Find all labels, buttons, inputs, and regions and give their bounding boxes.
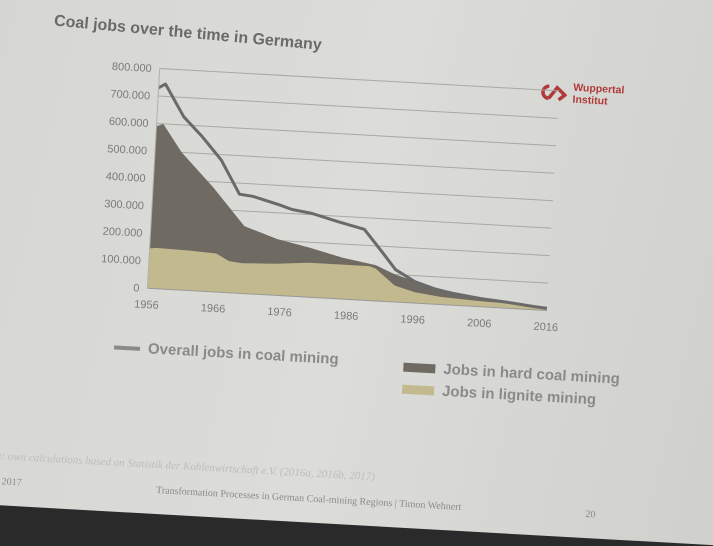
y-tick-label: 700.000: [110, 88, 150, 102]
coal-jobs-chart: 0 100.000 200.000 300.000 400.000 500.000 600.…: [101, 61, 560, 334]
wuppertal-institut-logo: Wuppertal Institut: [536, 80, 625, 109]
footer-date: uly 2017: [0, 476, 22, 489]
y-tick-label: 100.000: [101, 253, 141, 267]
area-lignite: [147, 247, 547, 311]
y-tick-label: 500.000: [107, 143, 147, 157]
legend-swatch-lignite: [401, 384, 435, 396]
x-tick-label: 1966: [200, 302, 225, 315]
x-axis: [147, 287, 547, 312]
gridline: [159, 68, 560, 92]
line-overall: [157, 82, 548, 310]
x-tick-label: 1996: [400, 313, 425, 326]
page-number: 20: [585, 509, 596, 521]
gridline: [153, 177, 553, 202]
y-tick-label: 800.000: [112, 61, 152, 75]
y-tick-label: 200.000: [102, 226, 142, 240]
footer: uly 2017 Transformation Processes in Ger…: [0, 476, 626, 521]
legend-swatch-line: [113, 344, 141, 351]
gridline: [158, 95, 558, 119]
x-tick-label: 2016: [533, 321, 558, 334]
y-tick-label: 400.000: [105, 171, 145, 185]
footer-title: Transformation Processes in German Coal-…: [155, 485, 462, 514]
x-tick-label: 2006: [467, 317, 492, 330]
y-tick-label: 0: [133, 282, 140, 294]
x-tick-label: 1986: [334, 310, 359, 323]
y-tick-label: 600.000: [109, 116, 149, 130]
legend-swatch-hard-coal: [403, 362, 436, 374]
gridline: [155, 150, 555, 174]
gridline: [156, 122, 557, 147]
x-tick-label: 1956: [134, 298, 159, 311]
logo-mark-icon: [541, 84, 568, 102]
source-note: rce: own calculations based on Statistik…: [0, 449, 376, 484]
x-tick-label: 1976: [267, 306, 292, 319]
y-axis: [146, 68, 161, 289]
y-tick-label: 300.000: [104, 198, 144, 212]
